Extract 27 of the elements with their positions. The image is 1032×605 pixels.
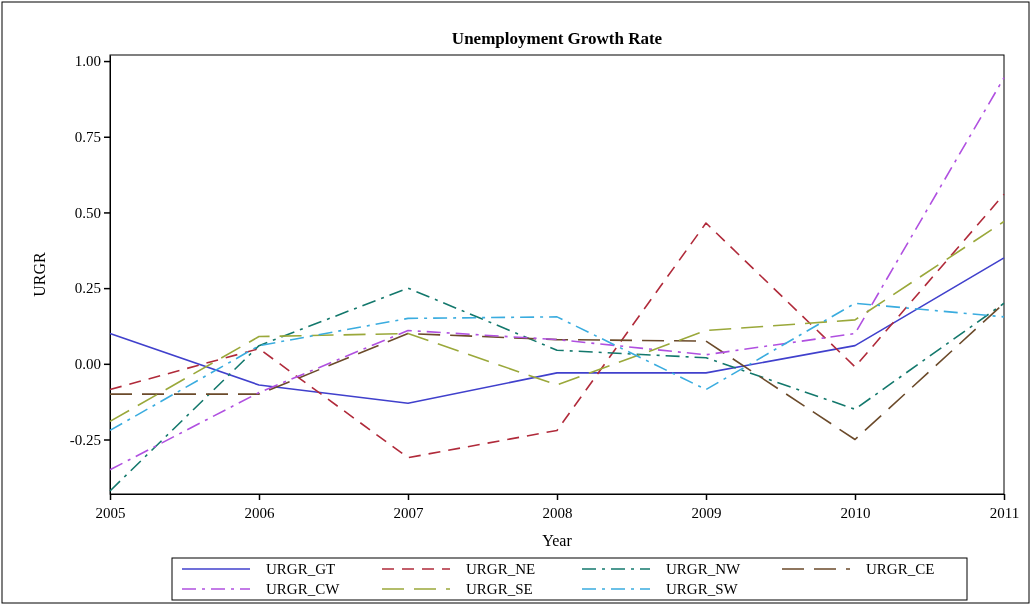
- line-series: [109, 220, 1005, 423]
- x-tick-label: 2006: [244, 505, 275, 521]
- y-tick-label: -0.25: [69, 431, 101, 448]
- y-tick-label: 1.00: [74, 53, 101, 70]
- legend-label: URGR_SE: [466, 581, 533, 597]
- legend-label: URGR_CE: [866, 561, 935, 577]
- line-series: [109, 76, 1005, 471]
- legend-label: URGR_NE: [466, 561, 536, 577]
- legend-label: URGR_GT: [266, 561, 336, 577]
- x-tick-label: 2009: [691, 505, 722, 521]
- line-series: [109, 193, 1005, 459]
- legend-label: URGR_CW: [266, 581, 341, 597]
- chart-title: Unemployment Growth Rate: [451, 29, 663, 48]
- legend-label: URGR_NW: [666, 561, 742, 577]
- line-series: [109, 257, 1005, 404]
- y-axis-title: URGR: [31, 251, 48, 297]
- y-tick-label: 0.00: [74, 356, 101, 373]
- y-tick-label: 0.50: [74, 204, 101, 221]
- x-tick-label: 2005: [95, 505, 126, 521]
- y-tick-label: 0.75: [74, 129, 101, 146]
- legend-label: URGR_SW: [666, 581, 739, 597]
- x-tick-label: 2011: [989, 505, 1020, 521]
- x-tick-label: 2010: [840, 505, 871, 521]
- y-tick-label: 0.25: [74, 280, 101, 297]
- x-axis-title: Year: [542, 532, 573, 549]
- x-tick-label: 2007: [393, 505, 424, 521]
- x-tick-label: 2008: [542, 505, 573, 521]
